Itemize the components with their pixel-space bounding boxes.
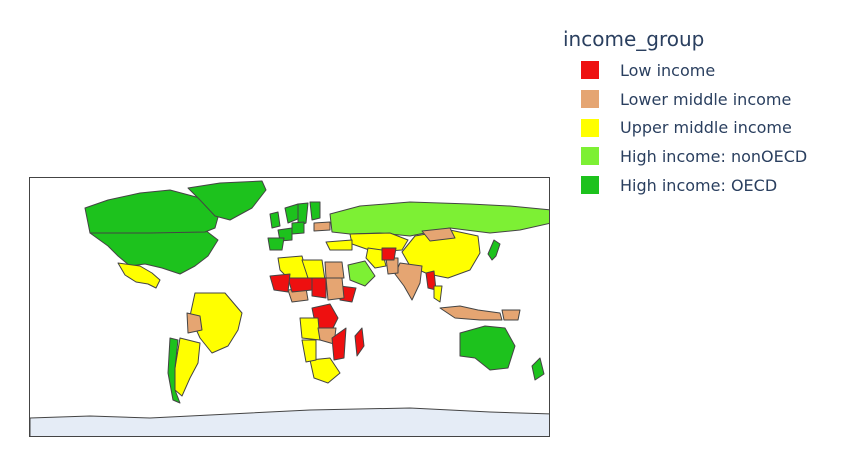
country-namibia[interactable] <box>301 339 317 363</box>
legend: income_group Low income Lower middle inco… <box>563 24 807 199</box>
country-iran[interactable] <box>365 247 387 269</box>
country-usa[interactable] <box>89 229 219 275</box>
country-mozambique[interactable] <box>331 327 347 361</box>
country-afghanistan[interactable] <box>381 247 397 261</box>
country-germany[interactable] <box>291 221 305 235</box>
legend-swatch <box>581 118 599 137</box>
country-indonesia[interactable] <box>439 305 503 321</box>
country-mexico[interactable] <box>117 262 161 289</box>
country-united-kingdom[interactable] <box>269 211 281 229</box>
country-greenland[interactable] <box>187 180 267 221</box>
country-turkey[interactable] <box>325 239 353 251</box>
legend-item[interactable]: High income: nonOECD <box>563 142 807 171</box>
country-saudi-arabia[interactable] <box>347 260 376 287</box>
legend-item[interactable]: Upper middle income <box>563 113 807 142</box>
legend-item[interactable]: High income: OECD <box>563 171 807 200</box>
country-spain[interactable] <box>267 237 285 251</box>
country-australia[interactable] <box>459 325 516 371</box>
country-thailand[interactable] <box>433 285 443 303</box>
country-chile[interactable] <box>167 337 181 404</box>
country-argentina[interactable] <box>174 337 201 397</box>
legend-swatch <box>581 61 599 80</box>
country-mali[interactable] <box>269 273 291 293</box>
world-map[interactable] <box>29 177 550 437</box>
legend-swatch <box>581 147 599 166</box>
country-sweden[interactable] <box>297 202 309 227</box>
country-india[interactable] <box>394 262 423 301</box>
country-ukraine[interactable] <box>313 221 331 232</box>
legend-label: High income: nonOECD <box>620 146 808 166</box>
legend-label: Low income <box>620 60 716 80</box>
country-egypt[interactable] <box>324 261 345 279</box>
country-madagascar[interactable] <box>354 327 365 357</box>
country-new-zealand[interactable] <box>531 357 545 381</box>
country-japan[interactable] <box>487 239 501 261</box>
legend-swatch <box>581 176 599 195</box>
legend-title: income_group <box>563 27 705 51</box>
legend-label: Lower middle income <box>620 89 792 109</box>
country-finland[interactable] <box>309 201 321 221</box>
country-south-africa[interactable] <box>309 357 341 384</box>
country-papua-new-guinea[interactable] <box>501 309 521 321</box>
country-chad[interactable] <box>311 277 327 299</box>
legend-swatch <box>581 90 599 109</box>
legend-item[interactable]: Lower middle income <box>563 85 807 114</box>
legend-label: High income: OECD <box>620 175 778 195</box>
country-niger[interactable] <box>287 277 313 293</box>
country-bolivia[interactable] <box>186 312 203 334</box>
country-angola[interactable] <box>299 317 321 341</box>
legend-item[interactable]: Low income <box>563 56 807 85</box>
legend-label: Upper middle income <box>620 118 792 138</box>
country-sudan[interactable] <box>325 277 345 301</box>
country-antarctica[interactable] <box>30 407 550 437</box>
map-canvas[interactable] <box>30 178 550 437</box>
country-mongolia[interactable] <box>421 227 456 242</box>
